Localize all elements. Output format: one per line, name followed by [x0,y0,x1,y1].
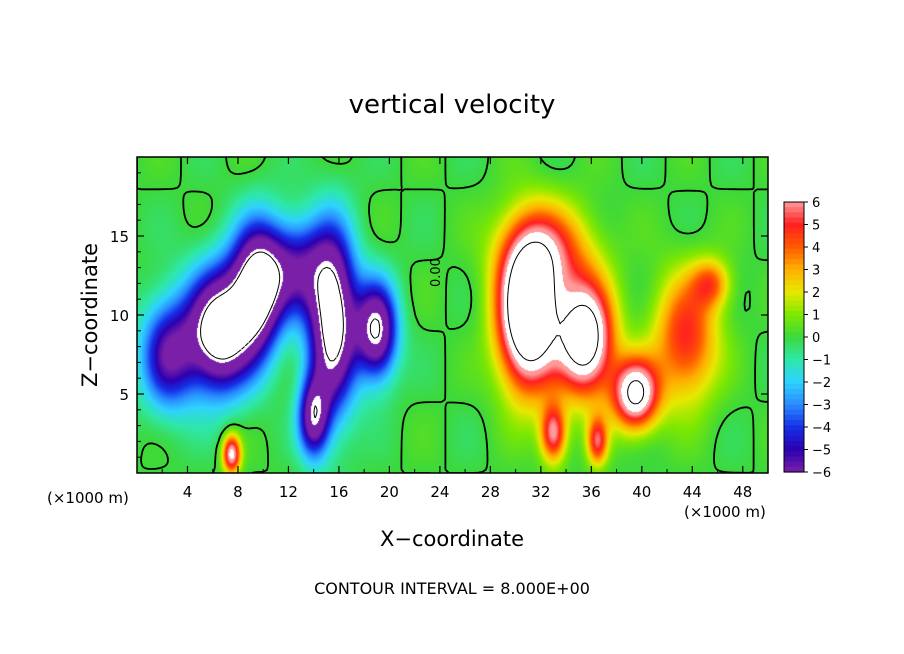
colorbar-swatch [784,337,804,343]
y-tick-label: 10 [110,307,129,325]
colorbar-swatch [784,420,804,426]
colorbar-swatch [784,290,804,297]
colorbar-swatch [784,373,804,380]
colorbar-tick-label: −1 [812,354,831,369]
contour-lines [137,157,768,473]
colorbar-swatch [784,414,804,421]
colorbar-swatch [784,311,804,317]
colorbar-swatch [784,326,804,333]
colorbar-swatch [784,321,804,328]
colorbar-swatch [784,279,804,286]
contour-positive [507,241,645,405]
colorbar-swatch [784,362,804,369]
colorbar-swatch [784,388,804,395]
colorbar-swatch [784,347,804,354]
colorbar-swatch [784,238,804,245]
x-tick-label: 8 [233,483,243,501]
colorbar-swatch [784,295,804,302]
heatmap-image [137,157,768,473]
y-axis-label: Z−coordinate [78,243,102,387]
colorbar-tick-label: −2 [812,376,831,391]
colorbar-swatch [784,394,804,400]
x-tick-label: 32 [531,483,550,501]
colorbar-swatch [784,383,804,390]
colorbar-swatch [784,274,804,281]
colorbar-swatch [784,446,804,452]
colorbar-tick-label: 5 [812,219,820,234]
x-tick-label: 4 [183,483,193,501]
colorbar-swatch [784,466,804,473]
y-axis-ticks: 5 10 15 [110,172,768,458]
colorbar-tick-label: 4 [812,241,820,256]
colorbar-tick-label: 1 [812,309,820,324]
x-tick-label: 16 [329,483,348,501]
x-tick-label: 12 [279,483,298,501]
colorbar-swatch [784,305,804,312]
colorbar-swatch [784,404,804,411]
colorbar-tick-label: −6 [812,466,831,481]
colorbar-swatch [784,357,804,364]
x-unit-right: (×1000 m) [684,503,766,521]
colorbar-swatch [784,269,804,276]
colorbar-swatch [784,212,804,219]
colorbar-swatch [784,222,804,229]
colorbar-swatch [784,378,804,385]
colorbar-swatch [784,456,804,463]
colorbar-tick-label: −3 [812,399,831,414]
colorbar-swatch [784,300,804,307]
y-tick-label: 5 [119,386,129,404]
colorbar-tick-label: 6 [812,196,820,211]
colorbar: 6 5 4 3 2 1 0 −1 −2 −3 −4 −5 −6 [783,196,831,481]
colorbar-swatch [784,399,804,406]
colorbar-swatch [784,409,804,416]
colorbar-swatch [784,430,804,437]
x-tick-label: 36 [582,483,601,501]
colorbar-swatch [784,243,804,250]
colorbar-swatch [784,285,804,291]
y-tick-label: 15 [110,228,129,246]
colorbar-tick-label: −4 [812,421,831,436]
colorbar-swatch [784,440,804,447]
colorbar-tick-label: 2 [812,286,820,301]
x-tick-label: 48 [733,483,752,501]
contour-label: 0.00 [429,258,444,287]
contour-zero [137,157,768,473]
x-tick-label: 44 [683,483,702,501]
x-tick-label: 24 [430,483,449,501]
colorbar-swatch [784,368,804,374]
x-tick-label: 40 [632,483,651,501]
colorbar-swatch [784,451,804,458]
x-unit-left: (×1000 m) [47,489,129,507]
colorbar-swatch [784,264,804,271]
colorbar-tick-label: −5 [812,444,831,459]
colorbar-swatch [784,253,804,260]
plot-area: 0.00 [136,156,769,474]
colorbar-swatch [784,207,804,213]
colorbar-swatch [784,248,804,255]
colorbar-swatch [784,461,804,468]
colorbar-swatch [784,217,804,224]
colorbar-swatch [784,352,804,359]
colorbar-swatch [784,227,804,234]
colorbar-swatch [784,331,804,338]
colorbar-tick-label: 3 [812,264,820,279]
colorbar-swatch [784,342,804,348]
chart-title: vertical velocity [349,90,556,120]
colorbar-swatch [784,435,804,442]
x-axis-ticks: 4 8 12 16 20 24 28 32 36 40 44 48 [161,157,752,501]
contour-negative [200,251,381,419]
x-tick-label: 28 [481,483,500,501]
x-axis-label: X−coordinate [380,527,524,551]
colorbar-swatch [784,316,804,323]
colorbar-swatch [784,202,804,208]
contour-interval-footer: CONTOUR INTERVAL = 8.000E+00 [314,579,590,598]
colorbar-swatch [784,233,804,239]
colorbar-swatch [784,425,804,432]
colorbar-swatch [784,259,804,265]
x-tick-label: 20 [380,483,399,501]
colorbar-tick-label: 0 [812,331,820,346]
